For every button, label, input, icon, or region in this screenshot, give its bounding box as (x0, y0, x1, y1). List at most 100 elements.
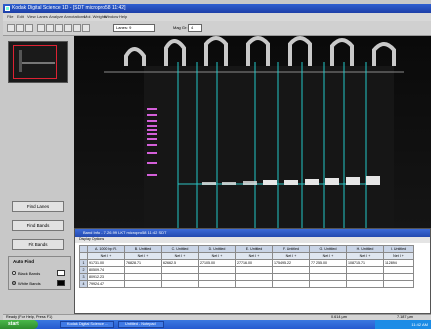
table-cell[interactable] (346, 280, 384, 288)
table-header-cell[interactable]: A. 1000 bp R. (87, 245, 125, 253)
open-file-icon[interactable] (16, 24, 24, 32)
table-subheader-cell: Net I + (272, 252, 310, 260)
copy-icon[interactable] (46, 24, 54, 32)
table-header-cell[interactable]: D. Untitled (198, 245, 236, 253)
table-cell[interactable]: 112894 (383, 259, 414, 267)
table-cell[interactable] (161, 273, 199, 281)
status-bar: Ready (For Help, Press F1) 0.614 µm 7.18… (3, 314, 431, 320)
table-cell[interactable] (272, 273, 310, 281)
table-header-cell[interactable]: B. Untitled (124, 245, 162, 253)
white-bands-swatch-icon (57, 280, 65, 286)
table-header-cell[interactable]: F. Untitled (272, 245, 310, 253)
table-cell[interactable] (309, 266, 347, 274)
status-text: Ready (For Help, Press F1) (6, 315, 53, 319)
table-header-cell[interactable]: C. Untitled (161, 245, 199, 253)
mag-field[interactable]: 4 (188, 24, 202, 32)
paste-icon[interactable] (55, 24, 63, 32)
table-row: 1 91731.00 76828.71 62662.5 27105.00 277… (79, 259, 414, 267)
table-row: 3 80912.23 (79, 273, 414, 281)
menu-annotations[interactable]: Annotations (64, 14, 86, 19)
table-cell[interactable] (346, 273, 384, 281)
mag-label: Mag Gr: (173, 25, 188, 30)
row-header[interactable]: 3 (79, 273, 88, 281)
table-cell[interactable] (235, 266, 273, 274)
table-cell[interactable] (383, 266, 414, 274)
table-cell[interactable]: 76828.71 (124, 259, 162, 267)
print-icon[interactable] (64, 24, 72, 32)
table-cell[interactable]: 79924.47 (87, 280, 125, 288)
row-header[interactable]: 2 (79, 266, 88, 274)
taskbar-item-notepad[interactable]: Untitled - Notepad (118, 321, 164, 328)
table-cell[interactable] (272, 280, 310, 288)
table-cell[interactable] (124, 273, 162, 281)
table-cell[interactable]: 80509.74 (87, 266, 125, 274)
table-header-cell[interactable]: H. Untitled (346, 245, 384, 253)
table-cell[interactable] (309, 273, 347, 281)
table-cell[interactable]: 80912.23 (87, 273, 125, 281)
table-row: 2 80509.74 (79, 266, 414, 274)
menu-mol-weights[interactable]: Mol. Weights (84, 14, 108, 19)
table-cell[interactable]: 91731.00 (87, 259, 125, 267)
white-bands-radio[interactable] (12, 281, 16, 285)
table-cell[interactable] (383, 280, 414, 288)
menu-edit[interactable]: Edit (17, 14, 24, 19)
black-bands-radio[interactable] (12, 271, 16, 275)
table-cell[interactable]: 62662.5 (161, 259, 199, 267)
menu-help[interactable]: Help (119, 14, 128, 19)
start-button[interactable]: start (0, 320, 38, 329)
table-cell[interactable]: 108715.71 (346, 259, 384, 267)
save-icon[interactable] (25, 24, 33, 32)
table-cell[interactable] (272, 266, 310, 274)
table-cell[interactable] (124, 266, 162, 274)
find-bands-button[interactable]: Find Bands (12, 220, 64, 231)
gel-image-view[interactable] (74, 36, 431, 228)
table-cell[interactable] (198, 273, 236, 281)
table-cell[interactable] (235, 273, 273, 281)
table-header-cell[interactable]: G. Untitled (309, 245, 347, 253)
table-subheader-cell (79, 252, 88, 260)
menu-window[interactable]: Window (104, 14, 119, 19)
table-cell[interactable]: 175495.22 (272, 259, 310, 267)
new-file-icon[interactable] (7, 24, 15, 32)
menu-view[interactable]: View (27, 14, 36, 19)
row-header[interactable]: 4 (79, 280, 88, 288)
table-cell[interactable] (309, 280, 347, 288)
lane-lines[interactable] (177, 62, 367, 228)
pointer-icon[interactable] (82, 24, 90, 32)
table-cell[interactable]: 27105.00 (198, 259, 236, 267)
table-cell[interactable] (198, 280, 236, 288)
thumbnail-bands (19, 50, 55, 72)
system-tray: 11:42 AM (375, 320, 431, 329)
gel-image (74, 36, 431, 228)
menu-analyze[interactable]: Analyze (49, 14, 64, 19)
table-row: 4 79924.47 (79, 280, 414, 288)
menu-lanes[interactable]: Lanes (37, 14, 48, 19)
fit-bands-button[interactable]: Fit Bands (12, 239, 64, 250)
white-bands-label: White Bands (18, 281, 41, 286)
table-cell[interactable]: 27716.00 (235, 259, 273, 267)
find-lanes-button[interactable]: Find Lanes (12, 201, 64, 212)
table-subheader-cell: Net I + (346, 252, 384, 260)
menu-file[interactable]: File (7, 14, 14, 19)
detected-bands[interactable] (202, 176, 380, 185)
cut-icon[interactable] (37, 24, 45, 32)
band-info-title: Band Info - 7.26.99 LKT micropro58 11:42… (83, 230, 167, 235)
table-cell[interactable] (124, 280, 162, 288)
table-cell[interactable] (346, 266, 384, 274)
gel-thumbnail[interactable] (8, 41, 68, 83)
band-info-menu-label[interactable]: Display Options (79, 237, 105, 241)
row-header[interactable]: 1 (79, 259, 88, 267)
help-icon[interactable] (73, 24, 81, 32)
table-cell[interactable] (198, 266, 236, 274)
lanes-field[interactable]: Lanes: 9 (113, 24, 155, 32)
table-header-cell[interactable]: E. Untitled (235, 245, 273, 253)
table-cell[interactable]: 77 255.00 (309, 259, 347, 267)
table-cell[interactable] (383, 273, 414, 281)
table-cell[interactable] (161, 266, 199, 274)
table-cell[interactable] (161, 280, 199, 288)
table-header-cell[interactable]: I. Untitled (383, 245, 414, 253)
thumbnail-view-box[interactable] (13, 45, 57, 79)
taskbar-item-kodak[interactable]: Kodak Digital Science ... (60, 321, 114, 328)
table-cell[interactable] (235, 280, 273, 288)
table-subheader-cell: Net I + (383, 252, 414, 260)
